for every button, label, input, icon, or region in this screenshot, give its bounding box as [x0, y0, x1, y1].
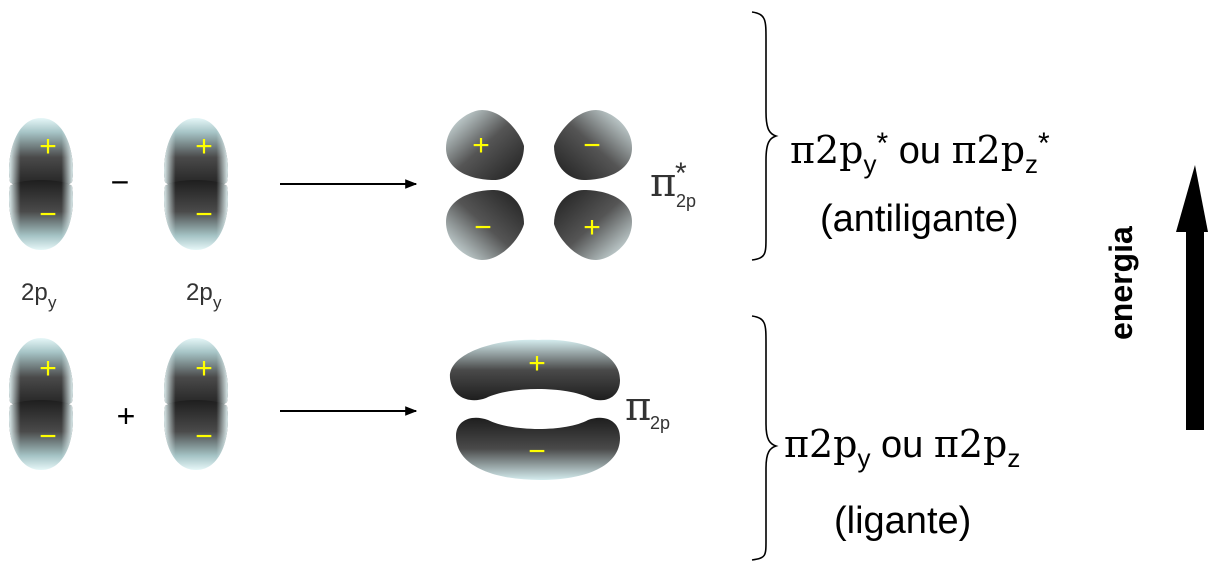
svg-text:2p: 2p [21, 279, 48, 306]
sign-minus: − [195, 420, 213, 453]
up-arrow-icon [1176, 165, 1208, 430]
sign-minus: − [39, 198, 57, 231]
operator-plus: + [117, 398, 136, 434]
sign-plus: + [195, 352, 213, 385]
curly-brace-bonding [751, 315, 779, 561]
label-2py-left: 2p y [21, 279, 57, 312]
svg-text:y: y [213, 293, 222, 312]
sign-plus: + [39, 352, 57, 385]
sign-plus: + [195, 130, 213, 163]
pi-symbol: π [650, 160, 676, 206]
sign-plus: + [39, 130, 57, 163]
pi-star-2p-symbol: π * 2p [650, 157, 696, 211]
sign-minus: − [39, 420, 57, 453]
sign-plus: + [583, 211, 601, 244]
subscript-2p: 2p [676, 191, 696, 211]
antibonding-caption: (antiligante) [820, 198, 1019, 240]
pi-2p-orbital: + − [449, 339, 620, 480]
sign-minus: − [528, 435, 546, 468]
svg-text:y: y [48, 293, 57, 312]
p-orbital-2py-right-top-row: + − [164, 118, 228, 250]
svg-text:2p: 2p [186, 279, 213, 306]
bonding-orbital-label: π2py ou π2pz [784, 422, 1021, 473]
subscript-2p: 2p [650, 413, 670, 433]
label-2py-right: 2p y [186, 279, 222, 312]
sign-plus: + [528, 347, 546, 380]
pi-star-2p-orbital: + − − + [446, 110, 632, 260]
p-orbital-2py-left-bottom-row: + − [9, 338, 73, 470]
operator-minus: − [111, 164, 130, 200]
bonding-caption: (ligante) [834, 500, 972, 542]
p-orbital-2py-left-top-row: + − [9, 118, 73, 250]
pi-symbol: π [625, 384, 651, 430]
sign-minus: − [195, 198, 213, 231]
pi-2p-symbol: π 2p [625, 384, 670, 433]
energy-axis-label: energia [1103, 226, 1139, 340]
p-orbital-2py-right-bottom-row: + − [164, 338, 228, 470]
sign-minus: − [583, 129, 601, 162]
curly-brace-antibonding [751, 11, 779, 261]
sign-plus: + [472, 129, 490, 162]
sign-minus: − [474, 211, 492, 244]
star-superscript: * [675, 157, 687, 190]
antibonding-orbital-label: π2py* ou π2pz* [790, 127, 1050, 179]
